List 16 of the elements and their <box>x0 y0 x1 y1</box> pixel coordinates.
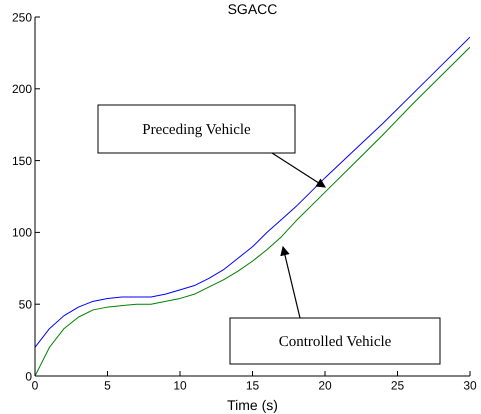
y-tick-label: 250 <box>12 10 32 24</box>
x-tick-label: 10 <box>173 378 187 393</box>
x-tick-label: 5 <box>104 378 112 393</box>
x-axis-title: Time (s) <box>227 397 278 413</box>
y-tick-label: 200 <box>12 82 32 96</box>
annotation: Controlled Vehicle <box>278 334 392 350</box>
chart-title: SGACC <box>228 1 278 17</box>
y-tick-label: 100 <box>12 226 32 240</box>
y-tick-label: 150 <box>12 154 32 168</box>
y-tick-label: 0 <box>25 369 32 384</box>
annotation: Preceding Vehicle <box>142 122 252 138</box>
x-tick-label: 30 <box>463 378 477 393</box>
x-tick-label: 20 <box>318 378 332 393</box>
y-tick-label: 50 <box>18 297 32 312</box>
x-tick-label: 25 <box>390 378 404 393</box>
x-tick-label: 15 <box>246 378 260 393</box>
